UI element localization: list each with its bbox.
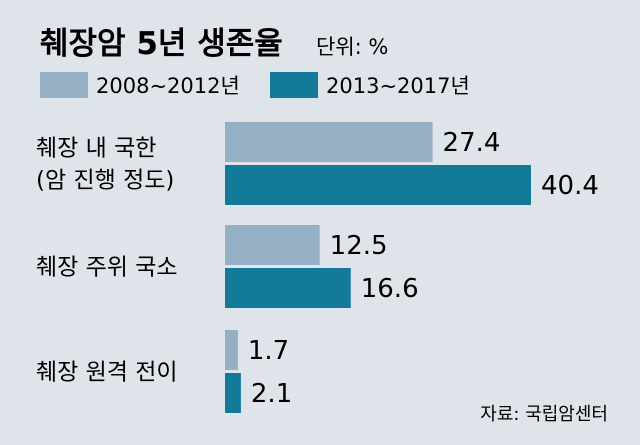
legend-swatch-1 [40, 72, 88, 98]
bars: 27.4 40.4 12.5 16.6 1.7 2.1 [225, 122, 599, 413]
category-label-3: 췌장 원격 전이 [36, 360, 178, 386]
value-label-1-series-1: 27.4 [443, 128, 501, 158]
value-label-3-series-1: 1.7 [248, 336, 289, 366]
chart-title: 췌장암 5년 생존율 [40, 26, 283, 62]
legend: 2008∼2012년 2013∼2017년 [40, 72, 470, 98]
value-label-2-series-1: 12.5 [330, 231, 388, 261]
legend-label-2: 2013∼2017년 [326, 74, 470, 98]
bar-2-series-1 [225, 225, 320, 265]
category-label-1-line-1: 췌장 내 국한 [36, 136, 156, 162]
unit-label: 단위: % [316, 35, 388, 59]
source-label: 자료: 국립암센터 [480, 404, 608, 425]
bar-3-series-2 [225, 373, 241, 413]
bar-3-series-1 [225, 330, 238, 370]
legend-swatch-2 [270, 72, 318, 98]
value-label-2-series-2: 16.6 [361, 274, 419, 304]
value-label-3-series-2: 2.1 [251, 379, 292, 409]
bar-1-series-2 [225, 165, 531, 205]
legend-label-1: 2008∼2012년 [96, 74, 240, 98]
value-label-1-series-2: 40.4 [541, 171, 599, 201]
bar-2-series-2 [225, 268, 351, 308]
bar-1-series-1 [225, 122, 433, 162]
category-label-1-line-2: (암 진행 정도) [36, 168, 174, 194]
category-label-2: 췌장 주위 국소 [36, 255, 178, 281]
